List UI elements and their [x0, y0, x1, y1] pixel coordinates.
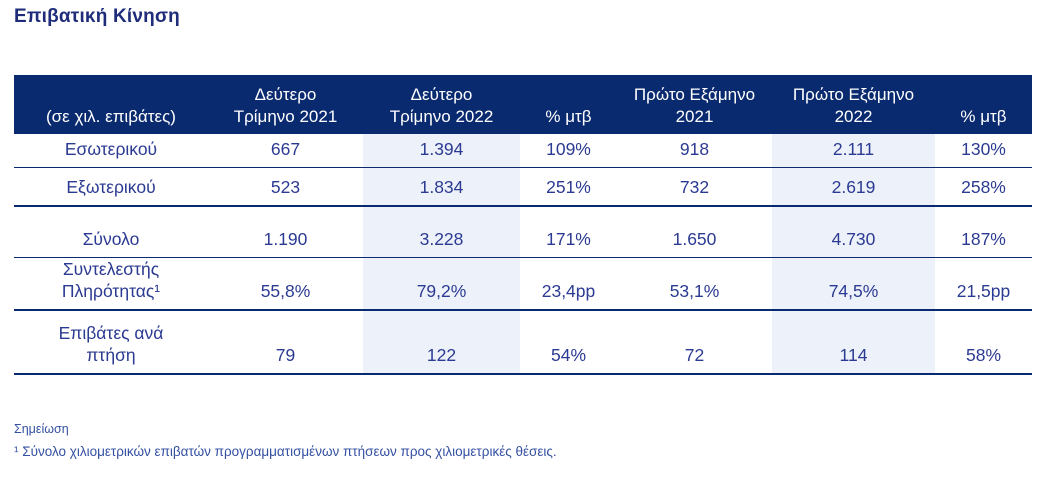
value-cell: 667: [270, 138, 301, 159]
value-cell: 732: [679, 177, 710, 198]
value-cell: 4.730: [772, 206, 935, 257]
table-row-domestic: Εσωτερικού 667 1.394 109% 918 2.111 130%: [14, 134, 1032, 167]
table-row-total: Σύνολο 1.190 3.228 171% 1.650 4.730 187%: [14, 206, 1032, 257]
value-cell: 53,1%: [669, 281, 720, 302]
passenger-traffic-table: (σε χιλ. επιβάτες) Δεύτερο Τρίμηνο 2021 …: [14, 75, 1032, 375]
column-header-h1-2021: Πρώτο Εξάμηνο 2021: [633, 84, 756, 126]
column-header-h1-2022: Πρώτο Εξάμηνο 2022: [792, 84, 915, 126]
value-cell: 1.650: [672, 228, 717, 249]
value-cell: 2.619: [772, 167, 935, 206]
value-cell: 79: [275, 345, 296, 366]
column-header-pct-change-h: % μτβ: [960, 106, 1007, 126]
table-row-passengers-per-flight: Επιβάτες ανά πτήση 79 122 54% 72 114 58%: [14, 310, 1032, 374]
value-cell: 918: [679, 138, 710, 159]
value-cell: 3.228: [363, 206, 520, 257]
table-row-load-factor: Συντελεστής Πληρότητας¹ 55,8% 79,2% 23,4…: [14, 257, 1032, 310]
value-cell: 130%: [961, 138, 1006, 159]
value-cell: 1.190: [263, 228, 308, 249]
value-cell: 74,5%: [772, 257, 935, 310]
value-cell: 72: [684, 345, 705, 366]
value-cell: 54%: [550, 345, 587, 366]
note-heading: Σημείωση: [14, 422, 69, 436]
value-cell: 109%: [546, 138, 591, 159]
value-cell: 251%: [546, 177, 591, 198]
value-cell: 122: [363, 310, 520, 374]
table-row-international: Εξωτερικού 523 1.834 251% 732 2.619 258%: [14, 167, 1032, 206]
row-label: Συντελεστής Πληρότητας¹: [61, 258, 161, 302]
value-cell: 1.394: [363, 134, 520, 167]
value-cell: 523: [270, 177, 301, 198]
value-cell: 114: [772, 310, 935, 374]
value-cell: 171%: [546, 228, 591, 249]
value-cell: 58%: [965, 345, 1002, 366]
column-header-q2-2021: Δεύτερο Τρίμηνο 2021: [233, 84, 338, 126]
table-header-row: (σε χιλ. επιβάτες) Δεύτερο Τρίμηνο 2021 …: [14, 75, 1032, 134]
column-header-q2-2022: Δεύτερο Τρίμηνο 2022: [389, 84, 494, 126]
page-title: Επιβατική Κίνηση: [14, 6, 180, 27]
column-header-unit: (σε χιλ. επιβάτες): [46, 106, 176, 126]
row-label: Εσωτερικού: [64, 138, 158, 159]
value-cell: 258%: [961, 177, 1006, 198]
value-cell: 79,2%: [363, 257, 520, 310]
footnote-1: ¹ Σύνολο χιλιομετρικών επιβατών προγραμμ…: [14, 444, 557, 459]
value-cell: 2.111: [772, 134, 935, 167]
value-cell: 55,8%: [260, 281, 311, 302]
value-cell: 23,4pp: [541, 281, 596, 302]
row-label: Επιβάτες ανά πτήση: [58, 322, 164, 366]
value-cell: 21,5pp: [956, 281, 1011, 302]
value-cell: 187%: [961, 228, 1006, 249]
row-label: Σύνολο: [82, 228, 140, 249]
column-header-pct-change-q: % μτβ: [545, 106, 592, 126]
value-cell: 1.834: [363, 167, 520, 206]
row-label: Εξωτερικού: [66, 177, 156, 198]
